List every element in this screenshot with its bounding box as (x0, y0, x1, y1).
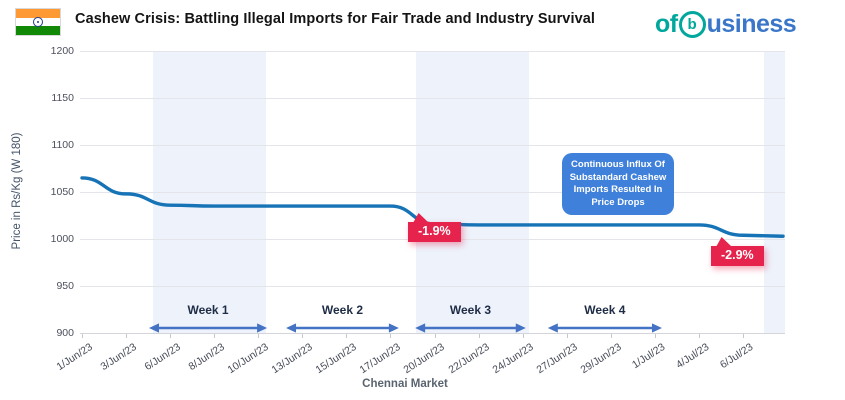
x-tick-label: 17/Jun/23 (357, 341, 404, 377)
y-tick-label: 1150 (51, 92, 74, 104)
x-tick-label: 3/Jun/23 (98, 341, 139, 374)
x-tick-label: 4/Jul/23 (674, 341, 712, 372)
y-tick-label: 1000 (50, 233, 74, 245)
x-tick-mark (82, 334, 83, 338)
logo-b-circle-icon: b (678, 10, 706, 38)
x-tick-label: 29/Jun/23 (578, 341, 624, 377)
price-drop-badge: -1.9% (408, 222, 461, 242)
x-tick-label: 6/Jun/23 (142, 341, 183, 374)
y-tick-label: 1100 (51, 139, 74, 151)
ofbusiness-logo: of b usiness (655, 9, 797, 39)
x-tick-mark (434, 334, 436, 338)
week-arrow-head-icon (547, 323, 558, 333)
x-tick-mark (346, 334, 348, 338)
x-tick-label: 1/Jun/23 (54, 341, 95, 374)
price-drop-badge: -2.9% (711, 246, 764, 266)
week-label: Week 2 (321, 303, 364, 317)
x-tick-mark (258, 334, 260, 338)
x-tick-mark (743, 334, 745, 338)
x-tick-label: 27/Jun/23 (534, 341, 580, 377)
page-title: Cashew Crisis: Battling Illegal Imports … (75, 11, 596, 27)
gridline (80, 145, 785, 146)
x-tick-mark (170, 334, 172, 338)
flag-green-stripe (16, 26, 60, 35)
flag-white-stripe (16, 16, 60, 27)
flag-saffron-stripe (16, 9, 60, 18)
y-tick-label: 1050 (50, 186, 74, 198)
x-tick-mark (654, 334, 656, 338)
week-label: Week 1 (187, 303, 229, 317)
x-axis-line (80, 333, 785, 334)
gridline (80, 192, 785, 193)
x-tick-label: 24/Jun/23 (490, 341, 536, 377)
x-tick-label: 1/Jul/23 (630, 341, 668, 372)
y-tick-label: 1200 (50, 45, 74, 57)
week-arrow-head-icon (651, 323, 662, 333)
india-flag-icon (15, 8, 61, 36)
x-tick-label: 6/Jul/23 (718, 341, 756, 372)
y-tick-label: 900 (56, 327, 74, 339)
x-axis-title: Chennai Market (362, 378, 448, 390)
x-tick-label: 13/Jun/23 (269, 341, 315, 377)
ashoka-chakra-icon (33, 16, 43, 27)
x-tick-mark (390, 334, 392, 338)
price-drop-callout: Continuous Influx Of Substandard Cashew … (562, 153, 674, 215)
gridline (80, 51, 785, 52)
y-axis-title: Price in Rs/Kg (W 180) (11, 132, 23, 250)
x-tick-mark (214, 334, 216, 338)
x-tick-mark (126, 334, 128, 338)
week-arrow-head-icon (286, 323, 297, 333)
x-tick-label: 15/Jun/23 (313, 341, 359, 377)
logo-text-usiness: usiness (706, 9, 797, 38)
week-arrow-head-icon (388, 323, 399, 333)
x-tick-mark (610, 334, 612, 338)
x-tick-mark (302, 334, 304, 338)
x-tick-label: 20/Jun/23 (401, 341, 448, 377)
week-label: Week 4 (584, 303, 626, 317)
x-tick-mark (522, 334, 524, 338)
week-label: Week 3 (449, 303, 492, 317)
x-tick-mark (698, 334, 700, 338)
gridline (80, 98, 785, 99)
x-tick-label: 8/Jun/23 (186, 341, 227, 374)
x-tick-label: 22/Jun/23 (445, 341, 492, 377)
gridline (80, 286, 785, 287)
x-tick-mark (566, 334, 568, 338)
x-tick-mark (478, 334, 480, 338)
logo-text-of: of (655, 9, 678, 38)
x-tick-label: 10/Jun/23 (225, 341, 271, 377)
y-tick-label: 950 (56, 280, 74, 292)
